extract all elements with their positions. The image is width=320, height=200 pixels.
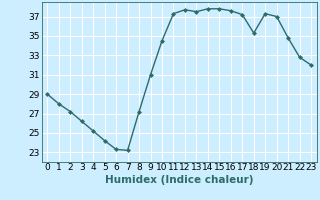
X-axis label: Humidex (Indice chaleur): Humidex (Indice chaleur) [105, 175, 253, 185]
